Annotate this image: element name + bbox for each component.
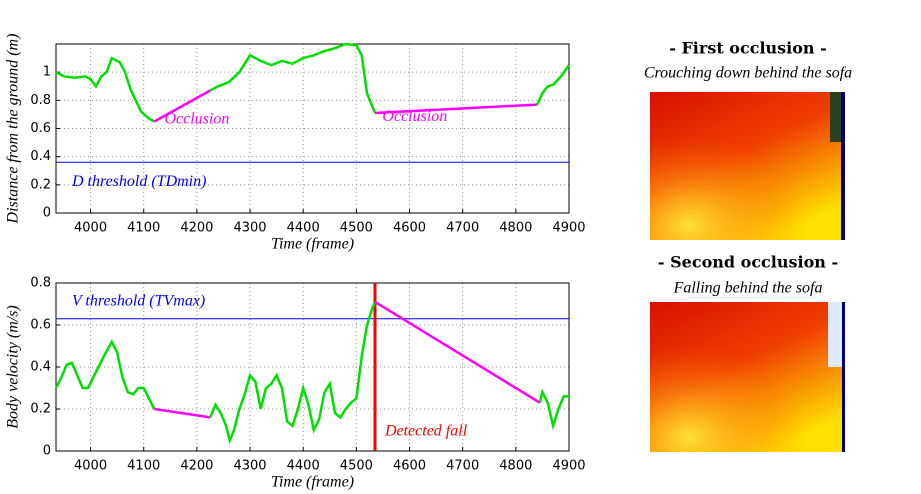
threshold-label: D threshold (TDmin) <box>71 173 207 190</box>
y-tick-label: 0.4 <box>30 360 51 375</box>
y-tick-label: 0 <box>43 206 51 221</box>
data-line <box>374 300 541 404</box>
x-tick-label: 4700 <box>446 221 479 236</box>
data-line <box>153 89 211 123</box>
x-tick-label: 4000 <box>74 459 107 474</box>
y-tick-label: 0 <box>43 444 51 459</box>
data-line <box>55 56 155 123</box>
x-tick-label: 4700 <box>446 459 479 474</box>
x-tick-label: 4300 <box>233 459 266 474</box>
data-line <box>535 64 571 106</box>
image-caption: Crouching down behind the sofa <box>644 65 852 82</box>
data-line <box>54 339 156 410</box>
x-tick-label: 4800 <box>499 459 532 474</box>
y-tick-label: 0.8 <box>30 276 51 291</box>
plot-frame <box>55 43 570 214</box>
x-tick-label: 4400 <box>287 221 320 236</box>
event-label: Detected fall <box>384 423 468 440</box>
x-tick-label: 4300 <box>233 221 266 236</box>
y-tick-label: 0.2 <box>30 402 51 417</box>
data-line <box>154 407 211 419</box>
data-line <box>538 388 569 431</box>
x-tick-label: 4100 <box>127 221 160 236</box>
y-tick-label: 1 <box>43 65 51 80</box>
y-axis-label: Body velocity (m/s) <box>5 305 22 429</box>
x-tick-label: 4600 <box>393 459 426 474</box>
x-tick-label: 4200 <box>180 459 213 474</box>
y-tick-label: 0.2 <box>30 177 51 192</box>
image-2 <box>650 302 845 452</box>
x-axis-label: Time (frame) <box>271 474 354 491</box>
y-tick-label: 0.4 <box>30 149 51 164</box>
x-tick-label: 4900 <box>552 221 585 236</box>
x-tick-label: 4600 <box>393 221 426 236</box>
data-line <box>209 42 377 114</box>
y-tick-label: 0.6 <box>30 318 51 333</box>
annotation: Occlusion <box>164 111 229 128</box>
x-tick-label: 4500 <box>340 221 373 236</box>
x-tick-label: 4900 <box>552 459 585 474</box>
annotation: Occlusion <box>382 108 447 125</box>
x-tick-label: 4200 <box>180 221 213 236</box>
x-tick-label: 4000 <box>74 221 107 236</box>
x-tick-label: 4400 <box>287 459 320 474</box>
image-title: - First occlusion - <box>669 39 827 58</box>
x-axis-label: Time (frame) <box>271 236 354 253</box>
threshold-label: V threshold (TVmax) <box>72 292 205 309</box>
image-title: - Second occlusion - <box>658 253 838 272</box>
x-tick-label: 4500 <box>340 459 373 474</box>
y-tick-label: 0.8 <box>30 93 51 108</box>
data-line <box>374 103 538 115</box>
plot-frame <box>55 282 570 452</box>
y-tick-label: 0.6 <box>30 121 51 136</box>
image-1 <box>650 92 845 240</box>
data-line <box>209 301 377 445</box>
x-tick-label: 4800 <box>499 221 532 236</box>
x-tick-label: 4100 <box>127 459 160 474</box>
image-caption: Falling behind the sofa <box>673 280 823 297</box>
y-axis-label: Distance from the ground (m) <box>5 34 22 225</box>
